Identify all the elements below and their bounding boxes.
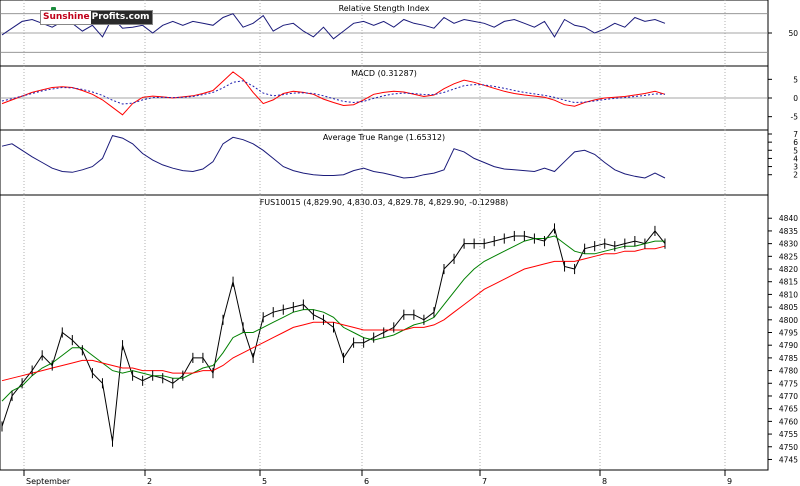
- y-tick-label: 4785: [779, 354, 798, 363]
- macd-title: MACD (0.31287): [351, 69, 417, 78]
- series-line-1-1: [1, 80, 666, 105]
- sunshine-profits-logo: Sunshine Profits.com: [40, 10, 153, 25]
- y-tick-label: 4760: [779, 417, 798, 426]
- y-tick-label: 2: [793, 171, 798, 180]
- logo-text-sunshine: Sunshine: [41, 11, 91, 24]
- y-tick-label: 4780: [779, 367, 798, 376]
- series-line-3-0: [1, 227, 666, 442]
- y-tick-label: 4: [793, 154, 798, 163]
- y-tick-label: 0: [793, 94, 798, 103]
- y-tick-label: 4750: [779, 443, 798, 452]
- y-tick-label: 4800: [779, 316, 798, 325]
- atr-title: Average True Range (1.65312): [323, 133, 445, 142]
- x-tick-label: 2: [147, 477, 152, 486]
- logo-sun-icon: [51, 7, 56, 11]
- atr-panel: Average True Range (1.65312): [0, 129, 769, 196]
- y-tick-label: -5: [791, 113, 799, 122]
- price-title: FUS10015 (4,829.90, 4,830.03, 4,829.78, …: [260, 198, 509, 207]
- x-tick-label: 5: [262, 477, 267, 486]
- y-tick-label: 4795: [779, 329, 798, 338]
- y-tick-label: 4815: [779, 278, 798, 287]
- y-tick-label: 4755: [779, 430, 798, 439]
- y-tick-label: 4830: [779, 240, 798, 249]
- x-tick-label: 9: [727, 477, 732, 486]
- y-tick-label: 4790: [779, 341, 798, 350]
- y-tick-label: 5: [793, 146, 798, 155]
- y-tick-label: 4840: [779, 214, 798, 223]
- rsi-title: Relative Stength Index: [339, 4, 430, 13]
- y-tick-label: 50: [788, 29, 798, 38]
- y-tick-label: 6: [793, 138, 798, 147]
- series-line-1-0: [1, 71, 666, 116]
- y-tick-label: 4820: [779, 265, 798, 274]
- y-tick-label: 4825: [779, 252, 798, 261]
- x-tick-label: September: [26, 477, 71, 486]
- y-tick-label: 4810: [779, 290, 798, 299]
- y-tick-label: 4770: [779, 392, 798, 401]
- y-tick-label: 5: [793, 75, 798, 84]
- x-tick-label: 6: [364, 477, 369, 486]
- y-tick-label: 7: [793, 130, 798, 139]
- y-tick-label: 4745: [779, 455, 798, 464]
- series-line-2-0: [1, 135, 666, 179]
- y-tick-label: 4805: [779, 303, 798, 312]
- x-tick-label: 8: [602, 477, 607, 486]
- y-tick-label: 4765: [779, 405, 798, 414]
- y-tick-label: 4775: [779, 379, 798, 388]
- logo-text-profits: Profits.com: [90, 11, 152, 24]
- y-tick-label: 4835: [779, 227, 798, 236]
- series-line-3-2: [1, 245, 666, 382]
- x-tick-label: 7: [482, 477, 487, 486]
- series-line-3-1: [1, 235, 665, 402]
- y-tick-label: 3: [793, 163, 798, 172]
